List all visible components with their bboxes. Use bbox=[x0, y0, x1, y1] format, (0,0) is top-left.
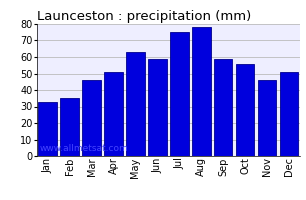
Bar bbox=[104, 72, 123, 156]
Bar bbox=[60, 98, 79, 156]
Bar bbox=[170, 32, 188, 156]
Bar bbox=[126, 52, 145, 156]
Bar bbox=[214, 59, 233, 156]
Bar bbox=[148, 59, 167, 156]
Text: www.allmetsat.com: www.allmetsat.com bbox=[39, 144, 128, 153]
Bar bbox=[258, 80, 276, 156]
Bar bbox=[38, 102, 57, 156]
Bar bbox=[236, 64, 254, 156]
Bar bbox=[192, 27, 211, 156]
Bar bbox=[280, 72, 298, 156]
Bar bbox=[82, 80, 101, 156]
Text: Launceston : precipitation (mm): Launceston : precipitation (mm) bbox=[37, 10, 251, 23]
